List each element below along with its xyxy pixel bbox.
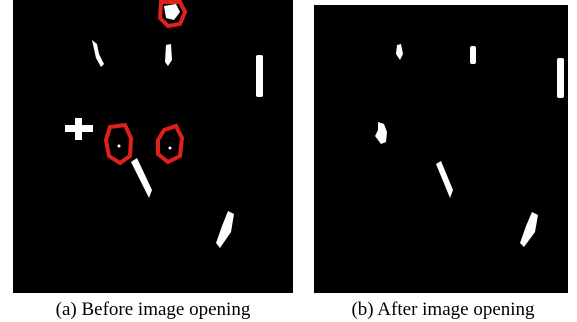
page: (a) Before image opening (b) After image… — [0, 0, 577, 322]
blob — [256, 55, 263, 97]
figure: (a) Before image opening (b) After image… — [0, 0, 577, 322]
image-before — [13, 0, 293, 293]
caption: (b) After image opening — [351, 299, 535, 320]
caption: (a) Before image opening — [56, 299, 251, 320]
blob — [169, 147, 172, 150]
blob — [470, 46, 476, 64]
panel-before — [13, 0, 293, 293]
image-after — [314, 5, 568, 293]
blob — [118, 145, 121, 148]
blob — [557, 58, 564, 98]
panel-after — [314, 5, 568, 293]
